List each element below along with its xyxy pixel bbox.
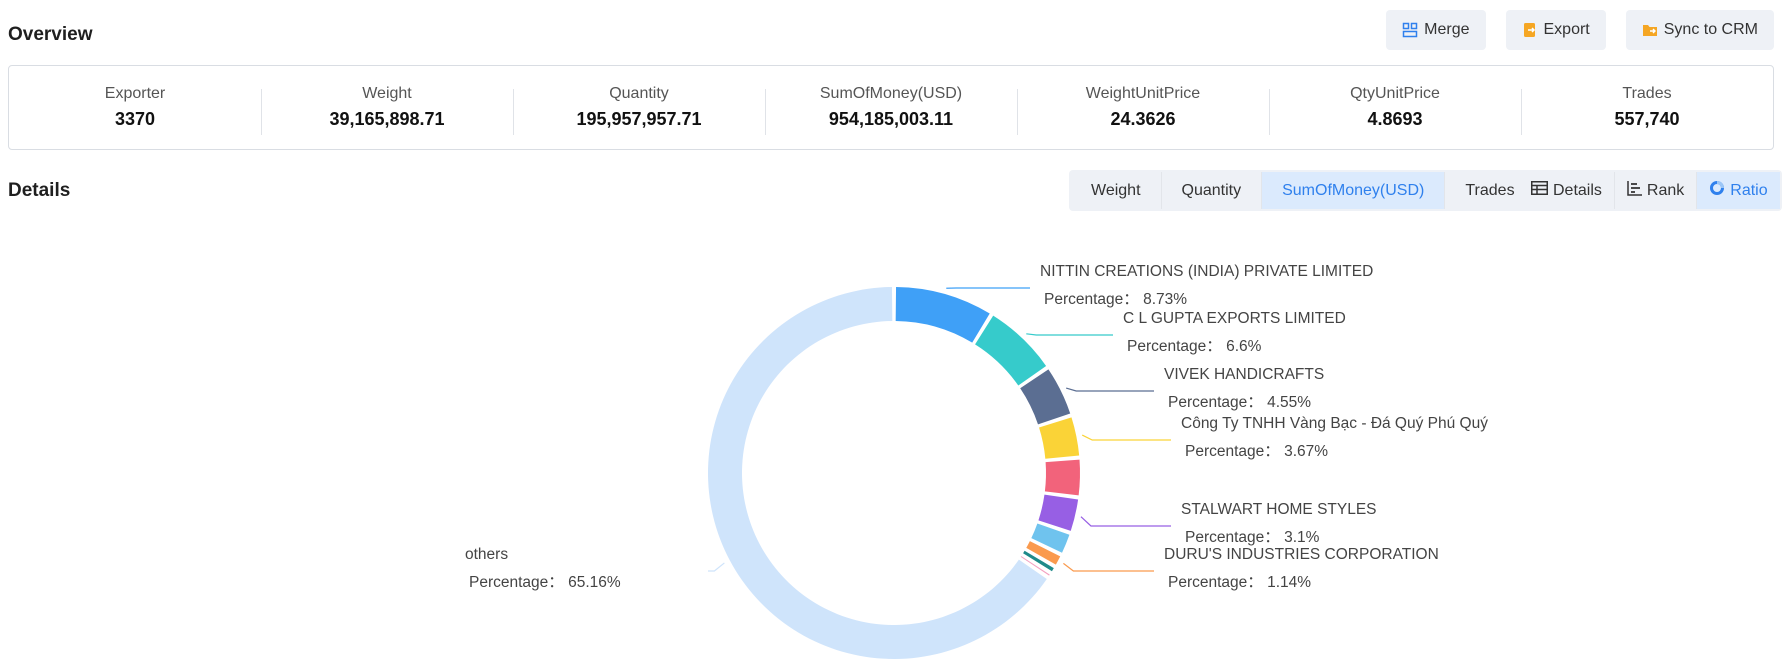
stat-value: 954,185,003.11 — [828, 109, 954, 129]
tab-sum-of-money[interactable]: SumOfMoney(USD) — [1262, 172, 1446, 209]
stat-qty-unit-price: QtyUnitPrice 4.8693 — [1269, 85, 1521, 135]
tab-label: Rank — [1646, 181, 1685, 199]
donut-slice[interactable] — [1044, 459, 1080, 496]
label-leader-line — [1065, 387, 1154, 392]
donut-icon — [1709, 180, 1725, 201]
donut-slice[interactable] — [1020, 369, 1071, 425]
stat-trades: Trades 557,740 — [1521, 85, 1773, 135]
stat-value: 195,957,957.71 — [576, 109, 702, 129]
stat-label: WeightUnitPrice — [1085, 85, 1201, 102]
label-leader-line — [1063, 562, 1154, 572]
overview-actions: Merge Export Sync to CRM — [1386, 10, 1774, 50]
view-tab-group: Details Rank Ratio — [1517, 170, 1782, 211]
donut-slice[interactable] — [895, 287, 990, 343]
donut-slice[interactable] — [1020, 556, 1050, 576]
donut-slice[interactable] — [1023, 550, 1054, 572]
slice-label-name: Công Ty TNHH Vàng Bạc - Đá Quý Phú Quý — [1181, 415, 1488, 432]
ratio-donut-chart: NITTIN CREATIONS (INDIA) PRIVATE LIMITED… — [465, 263, 1488, 659]
stat-label: Weight — [362, 85, 412, 102]
stat-label: Exporter — [104, 85, 166, 102]
stat-label: Trades — [1622, 85, 1672, 102]
stat-value: 4.8693 — [1367, 109, 1423, 129]
tab-trades[interactable]: Trades — [1465, 181, 1515, 199]
merge-icon — [1402, 22, 1418, 38]
slice-label-name: STALWART HOME STYLES — [1181, 501, 1377, 518]
export-button[interactable]: Export — [1505, 10, 1606, 50]
stat-exporter: Exporter 3370 — [9, 85, 261, 130]
stat-weight: Weight 39,165,898.71 — [261, 85, 513, 135]
slice-label-name: NITTIN CREATIONS (INDIA) PRIVATE LIMITED — [1040, 263, 1373, 280]
slice-label-name: VIVEK HANDICRAFTS — [1164, 366, 1324, 383]
tab-label: Details — [1553, 181, 1602, 199]
export-icon — [1522, 22, 1538, 38]
slice-label-percentage: Percentage： 3.1% — [1185, 529, 1320, 546]
slice-label-percentage: Percentage： 6.6% — [1127, 338, 1262, 355]
stat-sum-of-money: SumOfMoney(USD) 954,185,003.11 — [765, 85, 1017, 135]
stat-value: 557,740 — [1614, 109, 1680, 129]
export-label: Export — [1543, 21, 1590, 38]
merge-button[interactable]: Merge — [1386, 10, 1486, 50]
metric-tab-group: Weight Quantity SumOfMoney(USD) Trades — [1069, 170, 1537, 211]
sync-to-crm-label: Sync to CRM — [1663, 21, 1758, 38]
slice-label-percentage: Percentage： 3.67% — [1185, 443, 1328, 460]
overview-stats-card: Exporter 3370 Weight 39,165,898.71 Quant… — [8, 65, 1774, 150]
tab-ratio-view[interactable]: Ratio — [1697, 172, 1780, 209]
slice-label-name: others — [465, 546, 508, 563]
slice-label-percentage: Percentage： 4.55% — [1168, 394, 1311, 411]
details-title: Details — [8, 180, 71, 201]
label-leader-line — [1026, 333, 1113, 336]
label-leader-line — [1081, 434, 1171, 441]
slice-label-name: DURU'S INDUSTRIES CORPORATION — [1164, 546, 1439, 563]
overview-title: Overview — [8, 24, 93, 45]
stat-quantity: Quantity 195,957,957.71 — [513, 85, 765, 135]
tab-quantity[interactable]: Quantity — [1162, 172, 1263, 209]
donut-slice[interactable] — [975, 315, 1047, 386]
sync-to-crm-button[interactable]: Sync to CRM — [1625, 10, 1774, 50]
donut-slice[interactable] — [1038, 494, 1079, 531]
bar-rank-icon — [1627, 180, 1642, 201]
tab-rank-view[interactable]: Rank — [1615, 172, 1698, 209]
donut-slice[interactable] — [1039, 417, 1080, 459]
merge-label: Merge — [1424, 21, 1470, 38]
tab-label: Ratio — [1730, 181, 1768, 199]
stat-value: 3370 — [114, 109, 156, 129]
stat-value: 24.3626 — [1110, 109, 1176, 129]
label-leader-line — [708, 562, 725, 572]
label-leader-line — [1080, 516, 1171, 527]
donut-slice[interactable] — [1031, 523, 1070, 553]
table-icon — [1531, 181, 1548, 200]
stat-label: SumOfMoney(USD) — [819, 85, 963, 102]
donut-slice[interactable] — [1026, 541, 1061, 565]
stat-label: QtyUnitPrice — [1350, 85, 1440, 102]
tab-details-view[interactable]: Details — [1519, 172, 1615, 209]
tab-weight[interactable]: Weight — [1071, 172, 1162, 209]
slice-label-percentage: Percentage： 1.14% — [1168, 574, 1311, 591]
stat-value: 39,165,898.71 — [329, 109, 445, 129]
folder-sync-icon — [1642, 22, 1658, 38]
stat-weight-unit-price: WeightUnitPrice 24.3626 — [1017, 85, 1269, 135]
slice-label-percentage: Percentage： 65.16% — [469, 574, 621, 591]
slice-label-name: C L GUPTA EXPORTS LIMITED — [1123, 310, 1346, 327]
slice-label-percentage: Percentage： 8.73% — [1044, 291, 1187, 308]
stat-label: Quantity — [609, 85, 669, 102]
